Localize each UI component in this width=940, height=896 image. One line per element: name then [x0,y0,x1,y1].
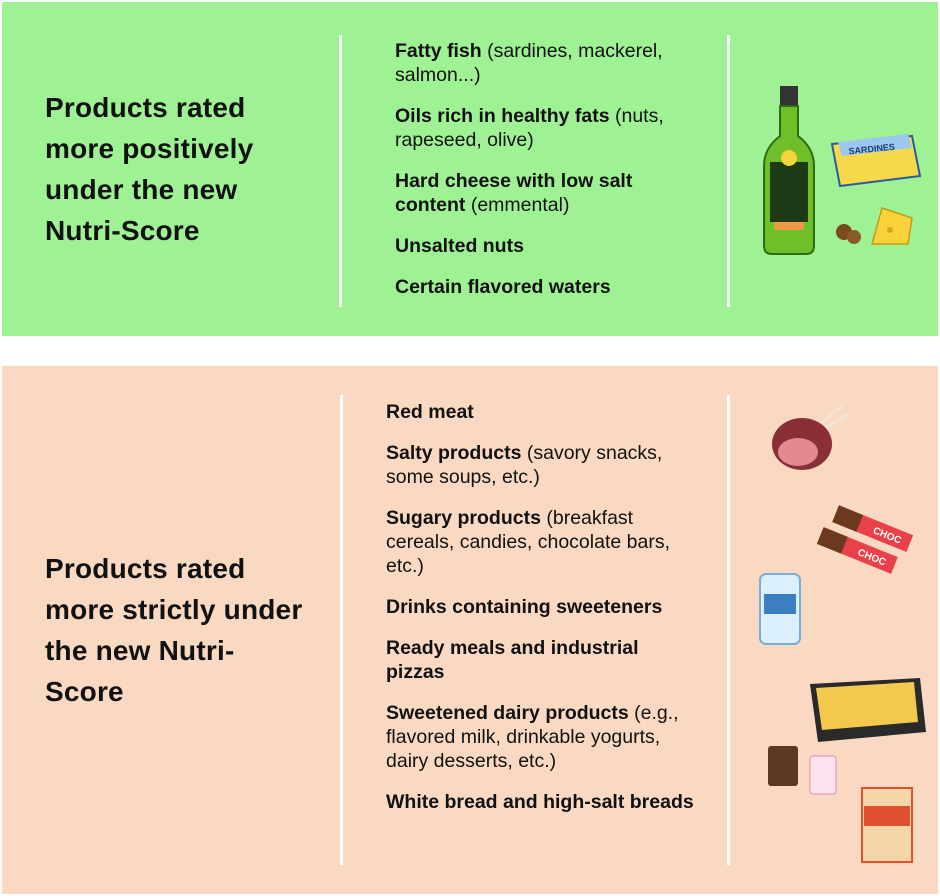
item-title: Ready meals and industrial pizzas [386,637,639,683]
item-detail: (savory snacks, some soups, etc.) [386,442,663,488]
list-item: Unsalted nuts [395,234,695,258]
choc [832,505,864,532]
item-title: Oils rich in healthy fats [395,105,610,127]
icons: CHOC CHOC [759,404,926,863]
list-item: Fatty fish (sardines, mackerel, salmon..… [395,39,695,87]
item-detail: (e.g., flavored milk, drinkable yogurts,… [386,702,679,772]
item-detail: (breakfast cereals, candies, chocolate b… [386,507,670,577]
item-list: Fatty fish (sardines, mackerel, salmon..… [395,39,695,299]
cheese-hole [887,227,893,233]
can-label [764,594,796,614]
dessert-pot [768,746,798,786]
sardine-lid [838,134,912,156]
item-title: Certain flavored waters [395,276,611,298]
positive-panel: Products rated more positively under the… [2,2,938,336]
list-item: Salty products (savory snacks, some soup… [386,441,696,489]
item-title: Salty products [386,442,522,464]
choc [816,527,848,554]
cheese [871,207,913,245]
bread-label [864,806,910,826]
tin-label: SARDINES [848,142,895,157]
bottle-seal [781,150,797,166]
ready-meal [816,682,918,730]
list-item: Hard cheese with low salt content (emmen… [395,169,695,217]
bottle-cap [780,86,798,106]
list-item: Drinks containing sweeteners [386,595,696,619]
yogurt [809,755,837,795]
divider [339,35,342,307]
item-title: Unsalted nuts [395,235,524,257]
section-heading: Products rated more strictly under the n… [45,553,303,707]
section-heading: Products rated more positively under the… [45,92,254,246]
nutri-score [774,222,804,230]
nut [847,230,861,244]
strict-panel: Products rated more strictly under the n… [2,366,938,894]
list-item: Certain flavored waters [395,275,695,299]
list-item: Ready meals and industrial pizzas [386,636,696,684]
divider [340,395,343,865]
bones [820,404,850,430]
item-list: Red meat Salty products (savory snacks, s… [386,400,696,814]
item-title: White bread and high-salt breads [386,791,694,813]
item-title: Sweetened dairy products [386,702,629,724]
list-item: Sugary products (breakfast cereals, cand… [386,506,696,578]
list-item: Red meat [386,400,696,424]
divider [727,395,730,865]
item-title: Sugary products [386,507,541,529]
item-title: Drinks containing sweeteners [386,596,663,618]
item-title: Red meat [386,401,474,423]
item-detail: (emmental) [470,194,570,216]
icons: SARDINES [763,86,922,255]
divider [727,35,730,307]
item-detail: (nuts, rapeseed, olive) [395,105,664,151]
list-item: Oils rich in healthy fats (nuts, rapesee… [395,104,695,152]
item-title: Hard cheese with low salt content [395,170,633,216]
bottle-label [770,162,808,222]
item-title: Fatty fish [395,40,482,62]
item-detail: (sardines, mackerel, salmon...) [395,40,663,86]
meat-cut [778,438,818,466]
list-item: White bread and high-salt breads [386,790,696,814]
list-item: Sweetened dairy products (e.g., flavored… [386,701,696,773]
